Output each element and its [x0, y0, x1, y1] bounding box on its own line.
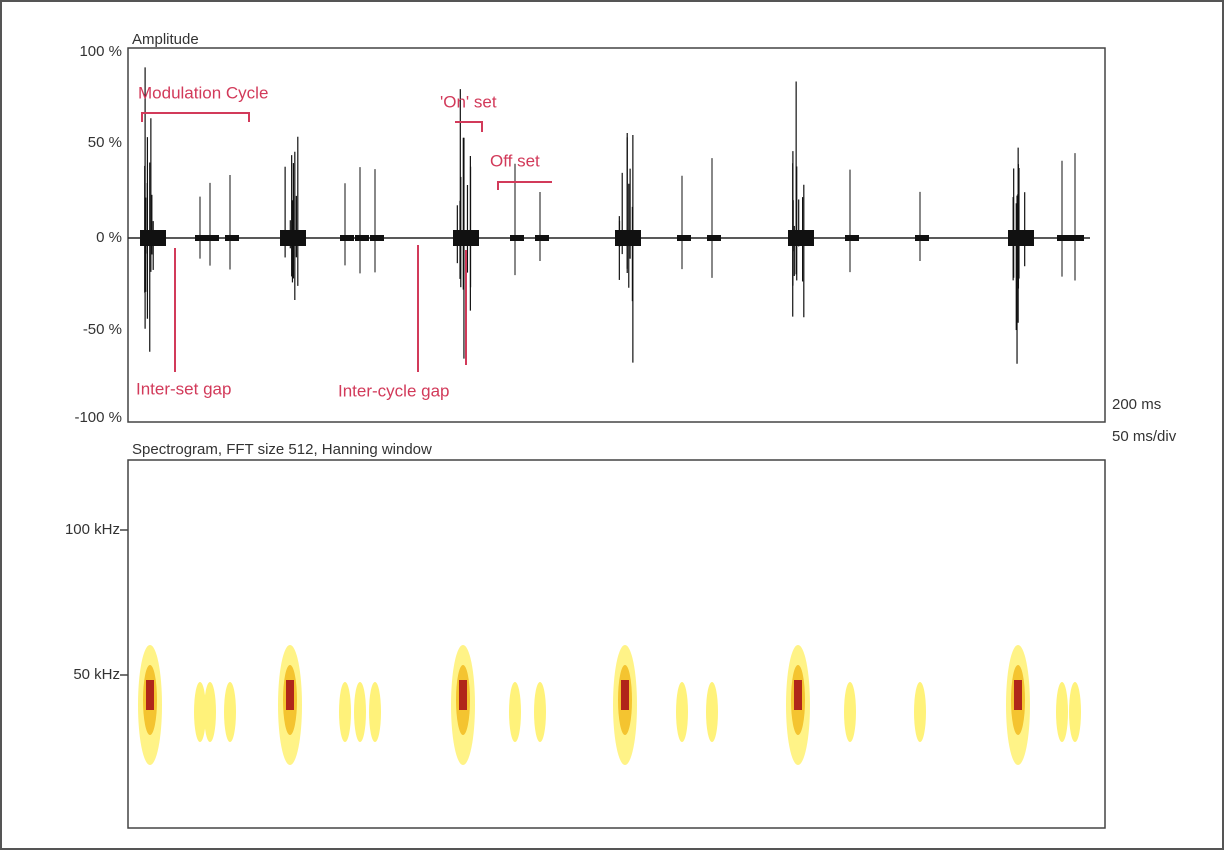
energy-peak: [146, 680, 154, 710]
burst: [915, 235, 929, 241]
burst: [1057, 235, 1071, 241]
time-scale: 200 ms: [1112, 396, 1161, 413]
bracket: [141, 112, 250, 122]
energy: [534, 682, 546, 742]
burst: [845, 235, 859, 241]
burst: [453, 230, 479, 246]
annotation: Modulation Cycle: [138, 83, 268, 102]
annotation: Off set: [490, 151, 540, 170]
energy: [194, 682, 206, 742]
burst: [707, 235, 721, 241]
energy: [676, 682, 688, 742]
spectrogram: [138, 645, 1081, 765]
burst: [205, 235, 219, 241]
bracket: [497, 181, 552, 190]
time-scale: 50 ms/div: [1112, 428, 1177, 445]
burst: [788, 230, 814, 246]
burst: [370, 235, 384, 241]
y-tick-label: 100 %: [79, 43, 122, 60]
annotation: 'On' set: [440, 92, 497, 111]
y-tick-label: 0 %: [96, 229, 122, 246]
amplitude-panel: [127, 47, 1106, 423]
annotation: Inter-set gap: [136, 379, 231, 398]
energy: [914, 682, 926, 742]
energy-peak: [794, 680, 802, 710]
burst: [140, 230, 166, 246]
spectrogram-panel: [127, 459, 1106, 829]
energy: [844, 682, 856, 742]
energy: [509, 682, 521, 742]
y-tick-label: 100 kHz: [65, 521, 120, 538]
burst: [280, 230, 306, 246]
burst: [1008, 230, 1034, 246]
energy-peak: [459, 680, 467, 710]
energy: [1069, 682, 1081, 742]
energy: [354, 682, 366, 742]
energy-peak: [286, 680, 294, 710]
energy: [339, 682, 351, 742]
panel-title: Spectrogram, FFT size 512, Hanning windo…: [132, 441, 432, 458]
burst: [225, 235, 239, 241]
burst: [340, 235, 354, 241]
burst: [195, 235, 209, 241]
energy: [224, 682, 236, 742]
panel-title: Amplitude: [132, 31, 199, 48]
bracket: [455, 121, 483, 132]
y-tick-label: -50 %: [83, 321, 122, 338]
annotation: Inter-cycle gap: [338, 381, 450, 400]
energy-peak: [1014, 680, 1022, 710]
burst: [615, 230, 641, 246]
y-tick-label: 50 %: [88, 134, 122, 151]
energy-peak: [621, 680, 629, 710]
burst: [510, 235, 524, 241]
energy: [204, 682, 216, 742]
burst: [535, 235, 549, 241]
burst: [355, 235, 369, 241]
burst: [677, 235, 691, 241]
waveform: [140, 67, 1084, 364]
y-tick-label: 50 kHz: [73, 666, 120, 683]
burst: [1070, 235, 1084, 241]
energy: [1056, 682, 1068, 742]
energy: [369, 682, 381, 742]
energy: [706, 682, 718, 742]
y-tick-label: -100 %: [74, 409, 122, 426]
